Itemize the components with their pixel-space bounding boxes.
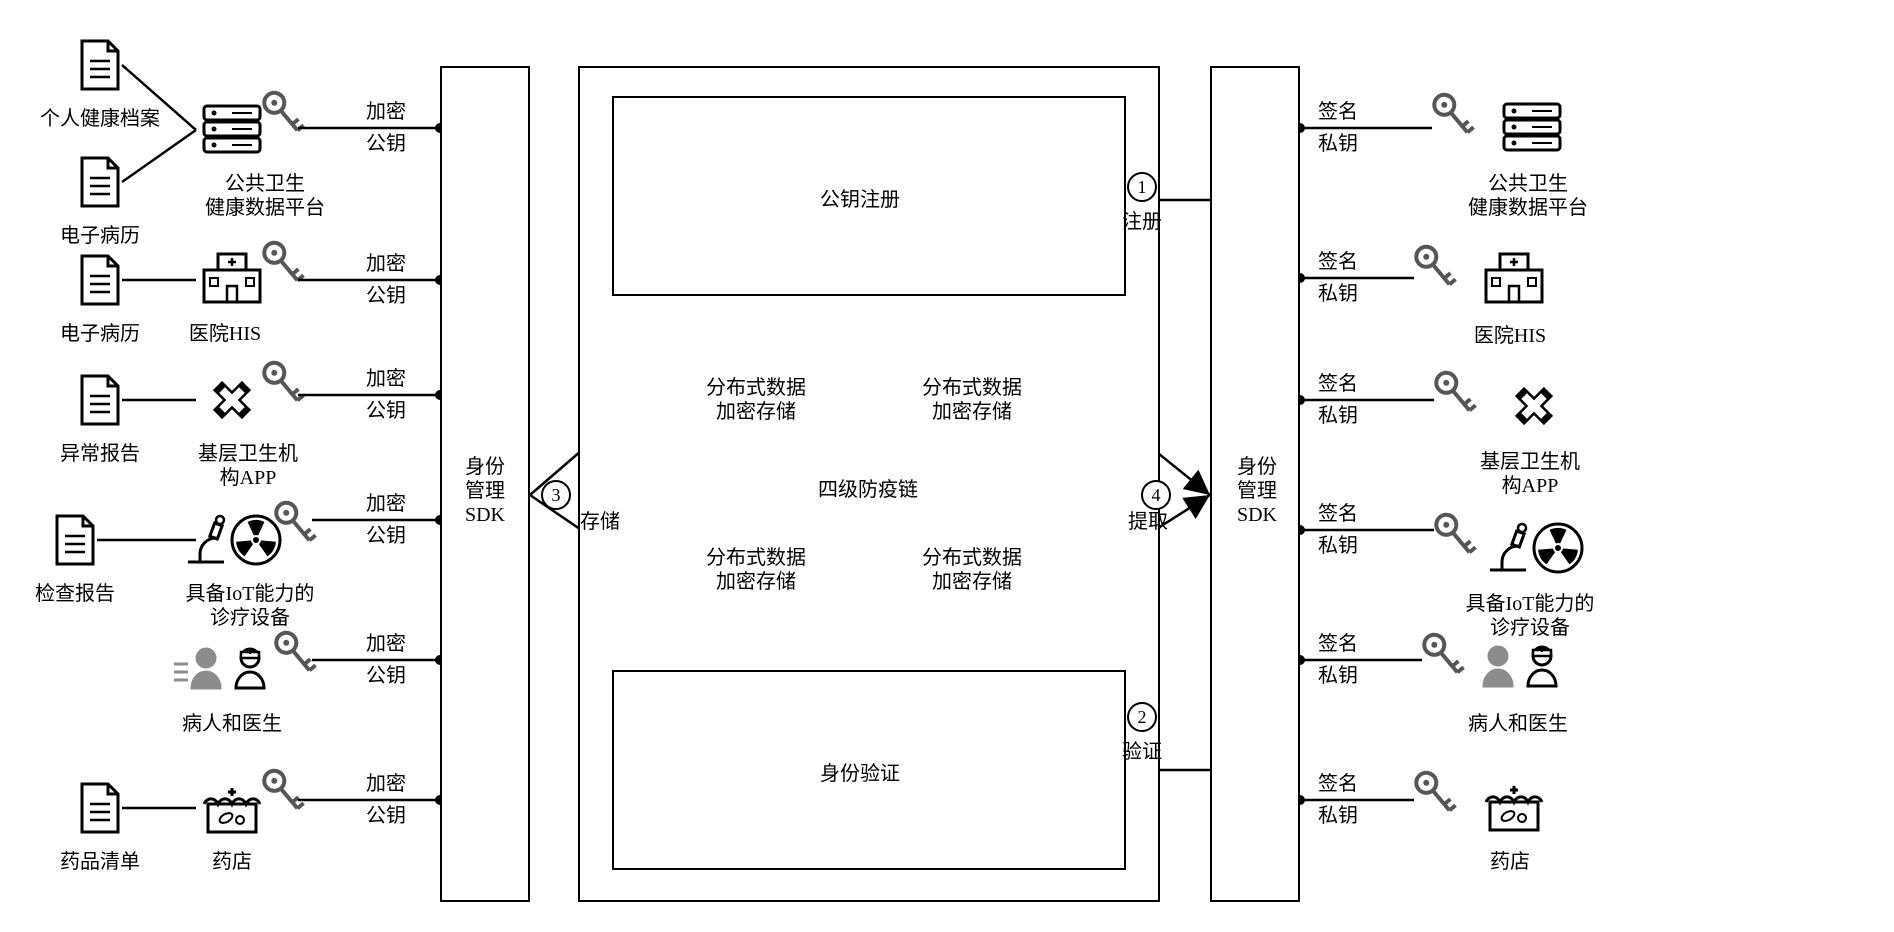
entity-label: 药店 [1490, 850, 1530, 874]
pubkey-box-label: 公钥注册 [820, 188, 900, 212]
step-label: 提取 [1128, 510, 1168, 534]
step-label: 验证 [1122, 740, 1162, 764]
entity-label: 基层卫生机构APP [1480, 450, 1580, 498]
connector-label-top: 签名 [1318, 250, 1358, 274]
connector-label-top: 加密 [366, 492, 406, 516]
auth-box-label: 身份验证 [820, 762, 900, 786]
sdk-right-label: 身份管理SDK [1232, 455, 1282, 527]
step-number: 1 [1127, 172, 1157, 202]
connector-label-bottom: 私钥 [1318, 404, 1358, 428]
connector-label-top: 加密 [366, 367, 406, 391]
connector-label-bottom: 私钥 [1318, 804, 1358, 828]
connector-label-bottom: 私钥 [1318, 132, 1358, 156]
entity-label: 医院HIS [1474, 324, 1546, 348]
entity-label: 公共卫生健康数据平台 [1468, 172, 1588, 220]
step-label: 注册 [1122, 210, 1162, 234]
step-number: 3 [541, 480, 571, 510]
doc-label: 药品清单 [60, 850, 140, 874]
connector-label-top: 签名 [1318, 502, 1358, 526]
connector-label-top: 签名 [1318, 372, 1358, 396]
step-number: 2 [1127, 702, 1157, 732]
connector-label-bottom: 私钥 [1318, 534, 1358, 558]
entity-label: 具备IoT能力的诊疗设备 [186, 582, 315, 630]
entity-label: 具备IoT能力的诊疗设备 [1466, 592, 1595, 640]
connector-label-top: 签名 [1318, 100, 1358, 124]
connector-label-top: 加密 [366, 252, 406, 276]
connector-label-top: 签名 [1318, 632, 1358, 656]
connector-label-bottom: 公钥 [366, 399, 406, 423]
connector-label-top: 签名 [1318, 772, 1358, 796]
step-number: 4 [1141, 480, 1171, 510]
doc-label: 异常报告 [60, 442, 140, 466]
doc-label: 电子病历 [60, 224, 140, 248]
step-label: 存储 [580, 510, 620, 534]
entity-label: 药店 [212, 850, 252, 874]
doc-label: 电子病历 [60, 322, 140, 346]
doc-label: 检查报告 [35, 582, 115, 606]
entity-label: 病人和医生 [182, 712, 282, 736]
storage-label: 分布式数据加密存储 [706, 376, 806, 424]
connector-label-bottom: 公钥 [366, 132, 406, 156]
connector-label-top: 加密 [366, 772, 406, 796]
entity-label: 病人和医生 [1468, 712, 1568, 736]
entity-label: 公共卫生健康数据平台 [205, 172, 325, 220]
connector-label-top: 加密 [366, 632, 406, 656]
connector-label-bottom: 公钥 [366, 284, 406, 308]
storage-label: 分布式数据加密存储 [706, 546, 806, 594]
doc-label: 个人健康档案 [40, 107, 160, 131]
storage-label: 分布式数据加密存储 [922, 546, 1022, 594]
connector-label-bottom: 私钥 [1318, 282, 1358, 306]
connector-label-bottom: 公钥 [366, 664, 406, 688]
sdk-left-label: 身份管理SDK [460, 455, 510, 527]
connector-label-bottom: 公钥 [366, 524, 406, 548]
connector-label-bottom: 公钥 [366, 804, 406, 828]
entity-label: 医院HIS [189, 322, 261, 346]
connector-label-top: 加密 [366, 100, 406, 124]
connector-label-bottom: 私钥 [1318, 664, 1358, 688]
entity-label: 基层卫生机构APP [198, 442, 298, 490]
chain-label: 四级防疫链 [818, 478, 918, 502]
storage-label: 分布式数据加密存储 [922, 376, 1022, 424]
